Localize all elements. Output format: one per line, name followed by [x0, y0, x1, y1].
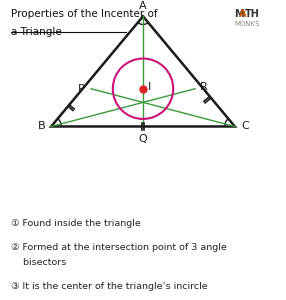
Text: ③ It is the center of the triangle’s incircle: ③ It is the center of the triangle’s inc… [11, 282, 208, 291]
Text: Properties of the Incenter of: Properties of the Incenter of [11, 9, 158, 19]
Text: ② Formed at the intersection point of 3 angle: ② Formed at the intersection point of 3 … [11, 243, 227, 252]
Text: B: B [37, 122, 45, 131]
Text: P: P [78, 84, 85, 94]
Text: bisectors: bisectors [11, 258, 67, 267]
Text: M: M [235, 9, 244, 19]
Text: C: C [241, 122, 249, 131]
Text: R: R [200, 82, 208, 92]
Text: I: I [148, 82, 151, 92]
Text: A: A [139, 1, 147, 11]
Text: MONKS: MONKS [235, 21, 260, 27]
Text: ① Found inside the triangle: ① Found inside the triangle [11, 219, 141, 228]
Text: Q: Q [139, 134, 147, 144]
Text: a Triangle: a Triangle [11, 27, 62, 37]
Text: TH: TH [245, 9, 259, 19]
Text: A: A [239, 9, 247, 19]
